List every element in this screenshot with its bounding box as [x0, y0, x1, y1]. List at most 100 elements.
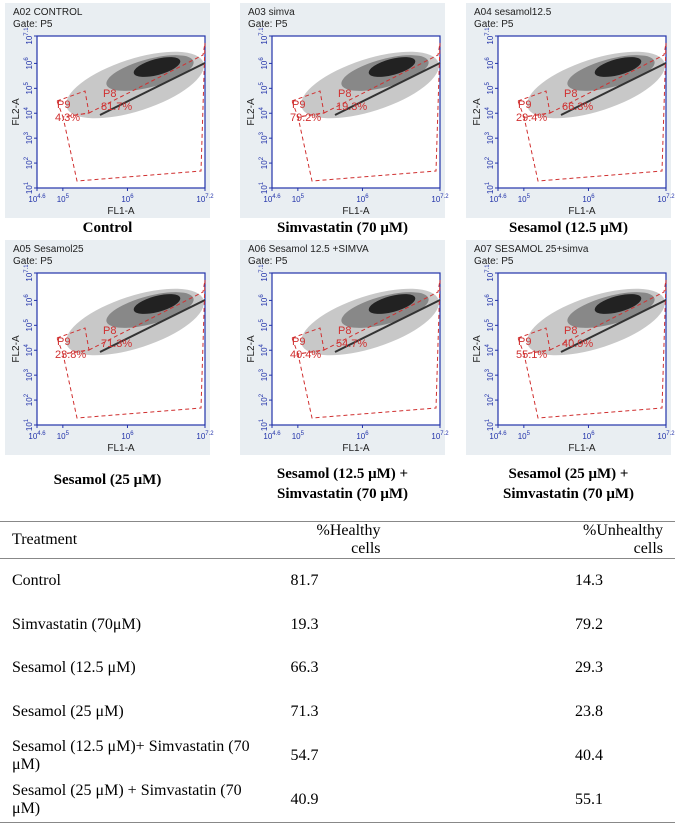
- gate-percent: 81.7%: [101, 101, 132, 113]
- tick-exponent: 6: [130, 194, 134, 200]
- table-cell: Control: [12, 571, 61, 589]
- tick-exponent: 7.1: [485, 27, 491, 36]
- tick-base: 10: [657, 195, 666, 204]
- table-cell: Sesamol (12.5 μM): [12, 659, 136, 677]
- tick-base: 10: [25, 322, 34, 331]
- panel-gate: Gate: P5: [13, 19, 53, 30]
- table-cell: 79.2: [575, 615, 603, 633]
- tick-base: 10: [486, 185, 495, 194]
- tick-label: 106: [582, 431, 595, 441]
- tick-base: 10: [260, 85, 269, 94]
- tick-exponent: 1: [485, 418, 491, 422]
- panel-caption: Sesamol (25 μM): [54, 472, 162, 488]
- table-row: Control 81.7 14.3: [0, 559, 675, 603]
- tick-exponent: 4: [485, 106, 491, 110]
- tick-label: 106: [485, 57, 495, 70]
- tick-exponent: 6: [365, 194, 369, 200]
- tick-label: 103: [259, 131, 269, 144]
- tick-base: 10: [260, 272, 269, 281]
- gate-name: P8: [564, 88, 577, 100]
- gate-name: P8: [338, 325, 351, 337]
- table-cell: Sesamol (12.5 μM)+ Simvastatin (70 μM): [12, 738, 250, 774]
- tick-exponent: 3: [485, 368, 491, 372]
- tick-base: 10: [356, 432, 365, 441]
- tick-exponent: 6: [365, 431, 369, 437]
- tick-base: 10: [486, 422, 495, 431]
- gate-percent: 54.7%: [336, 338, 367, 350]
- results-table: Treatment %Healthy cells %Unhealthy cells C…: [0, 521, 675, 823]
- tick-exponent: 5: [259, 319, 265, 323]
- gate-name: P8: [103, 88, 116, 100]
- x-axis-label: FL1-A: [342, 443, 370, 454]
- tick-label: 104: [485, 343, 495, 356]
- table-cell: 29.3: [575, 659, 603, 677]
- tick-label: 105: [292, 194, 305, 204]
- table-row: Sesamol (25 μM) + Simvastatin (70 μM) 40.…: [0, 777, 675, 823]
- tick-label: 104.6: [263, 194, 281, 204]
- tick-exponent: 3: [24, 368, 30, 372]
- panel-title: A05 Sesamol25: [13, 244, 84, 255]
- table-cell: 19.3: [290, 615, 319, 633]
- tick-base: 10: [431, 432, 440, 441]
- tick-label: 104.6: [489, 431, 507, 441]
- tick-label: 102: [24, 156, 34, 169]
- x-axis-label: FL1-A: [342, 206, 370, 217]
- tick-exponent: 1: [24, 181, 30, 185]
- gate-name: P9: [292, 99, 305, 111]
- tick-label: 106: [582, 194, 595, 204]
- panel-title: A06 Sesamol 12.5 +SIMVA: [248, 244, 369, 255]
- tick-base: 10: [25, 60, 34, 69]
- tick-base: 10: [486, 60, 495, 69]
- tick-exponent: 5: [527, 431, 531, 437]
- table-cell: 54.7: [290, 747, 319, 765]
- tick-base: 10: [28, 195, 37, 204]
- density-core: [368, 294, 416, 314]
- tick-label: 101: [259, 181, 269, 194]
- gate-p8: [62, 279, 206, 419]
- tick-base: 10: [260, 422, 269, 431]
- gate-name: P8: [338, 88, 351, 100]
- gate-p8: [523, 279, 667, 419]
- table-cell: 14.3: [575, 571, 603, 589]
- tick-base: 10: [263, 432, 272, 441]
- tick-base: 10: [260, 135, 269, 144]
- header-cell: Treatment: [0, 521, 273, 559]
- tick-label: 101: [24, 181, 34, 194]
- tick-exponent: 6: [485, 57, 491, 61]
- gate-p8: [62, 42, 206, 182]
- tick-base: 10: [196, 432, 205, 441]
- tick-base: 10: [489, 195, 498, 204]
- panel-gate: Gate: P5: [474, 256, 514, 267]
- tick-label: 107.1: [485, 27, 495, 45]
- tick-exponent: 4.6: [498, 194, 507, 200]
- tick-base: 10: [196, 195, 205, 204]
- header-cell: %Unhealthy cells: [540, 521, 675, 559]
- tick-base: 10: [486, 160, 495, 169]
- panel-caption: Sesamol (12.5 μM) +: [277, 466, 408, 482]
- tick-exponent: 2: [259, 156, 265, 160]
- tick-label: 107.2: [657, 431, 675, 441]
- tick-label: 103: [485, 131, 495, 144]
- table-cell: 40.9: [272, 777, 541, 823]
- tick-label: 106: [24, 57, 34, 70]
- tick-label: 104: [485, 106, 495, 119]
- tick-base: 10: [486, 135, 495, 144]
- gate-name: P9: [518, 336, 531, 348]
- gate-percent: 19.3%: [336, 101, 367, 113]
- tick-exponent: 1: [24, 418, 30, 422]
- tick-label: 103: [24, 368, 34, 381]
- x-axis-label: FL1-A: [107, 443, 135, 454]
- tick-base: 10: [25, 347, 34, 356]
- tick-exponent: 5: [527, 194, 531, 200]
- density-diagonal: [560, 62, 667, 116]
- tick-label: 104.6: [28, 194, 46, 204]
- density-diagonal: [334, 62, 441, 116]
- tick-label: 104.6: [263, 431, 281, 441]
- tick-exponent: 3: [485, 131, 491, 135]
- tick-label: 102: [485, 393, 495, 406]
- tick-exponent: 5: [24, 319, 30, 323]
- tick-base: 10: [25, 372, 34, 381]
